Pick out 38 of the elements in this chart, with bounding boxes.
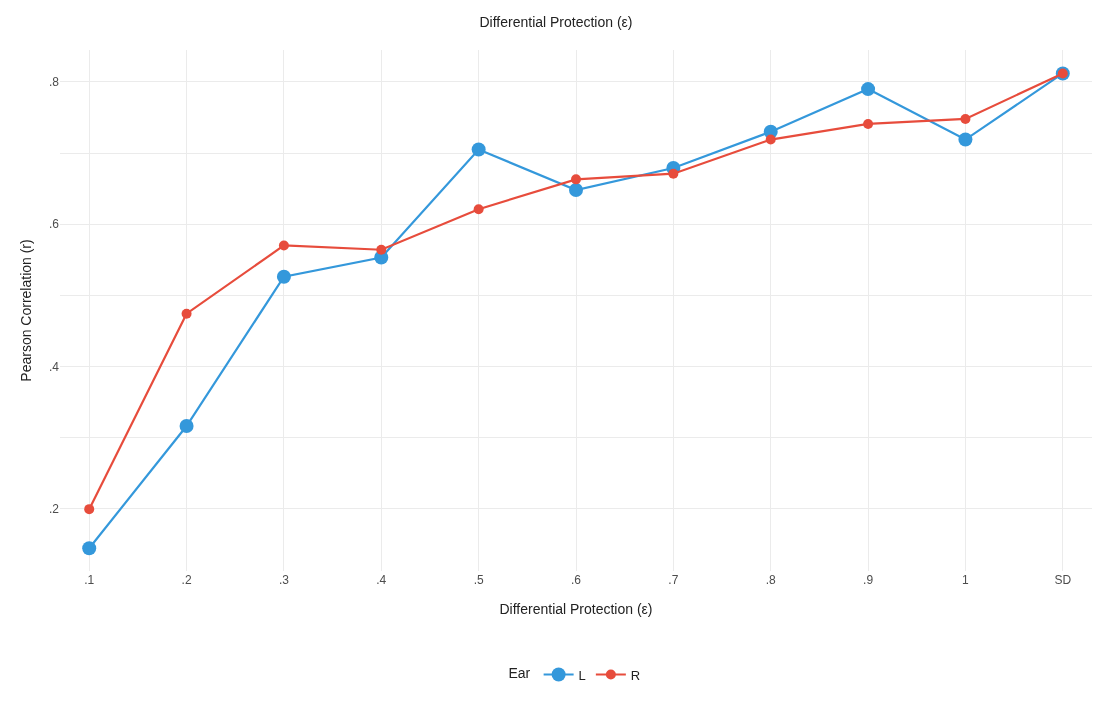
x-tick-label: .1 xyxy=(84,573,95,587)
point xyxy=(960,113,971,124)
x-tick-label: .3 xyxy=(278,573,290,587)
x-tick-label: .4 xyxy=(376,573,387,587)
chart-title: Differential Protection (ε) xyxy=(479,14,633,31)
x-tick-label: SD xyxy=(1054,573,1072,587)
y-tick-label: .8 xyxy=(48,75,60,90)
point xyxy=(571,174,581,185)
point xyxy=(863,118,874,129)
point xyxy=(569,183,583,198)
point xyxy=(765,134,776,145)
point xyxy=(958,132,973,147)
y-tick-label: .6 xyxy=(48,217,60,232)
x-axis-title: Differential Protection (ε) xyxy=(499,601,653,618)
x-tick-label: .5 xyxy=(473,573,484,587)
legend-label: L xyxy=(578,667,586,683)
x-tick-label: 1 xyxy=(962,573,970,587)
x-tick-label: .8 xyxy=(765,573,777,587)
point xyxy=(82,541,97,556)
x-tick-label: .6 xyxy=(570,573,582,587)
y-tick-label: .4 xyxy=(48,359,60,374)
point xyxy=(861,82,876,97)
y-tick-label: .2 xyxy=(48,501,60,516)
point xyxy=(179,419,194,433)
legend-label: R xyxy=(630,667,641,683)
y-axis-title: Pearson Correlation (r) xyxy=(17,239,34,382)
point xyxy=(84,504,95,515)
point xyxy=(668,168,679,179)
point xyxy=(276,269,291,284)
point xyxy=(473,204,484,215)
legend-title: Ear xyxy=(508,664,531,681)
x-tick-label: .7 xyxy=(668,573,679,587)
point xyxy=(471,142,486,157)
point xyxy=(181,308,192,319)
x-tick-label: .9 xyxy=(863,573,874,587)
point xyxy=(278,240,289,251)
x-tick-label: .2 xyxy=(181,573,192,587)
point xyxy=(376,244,387,255)
